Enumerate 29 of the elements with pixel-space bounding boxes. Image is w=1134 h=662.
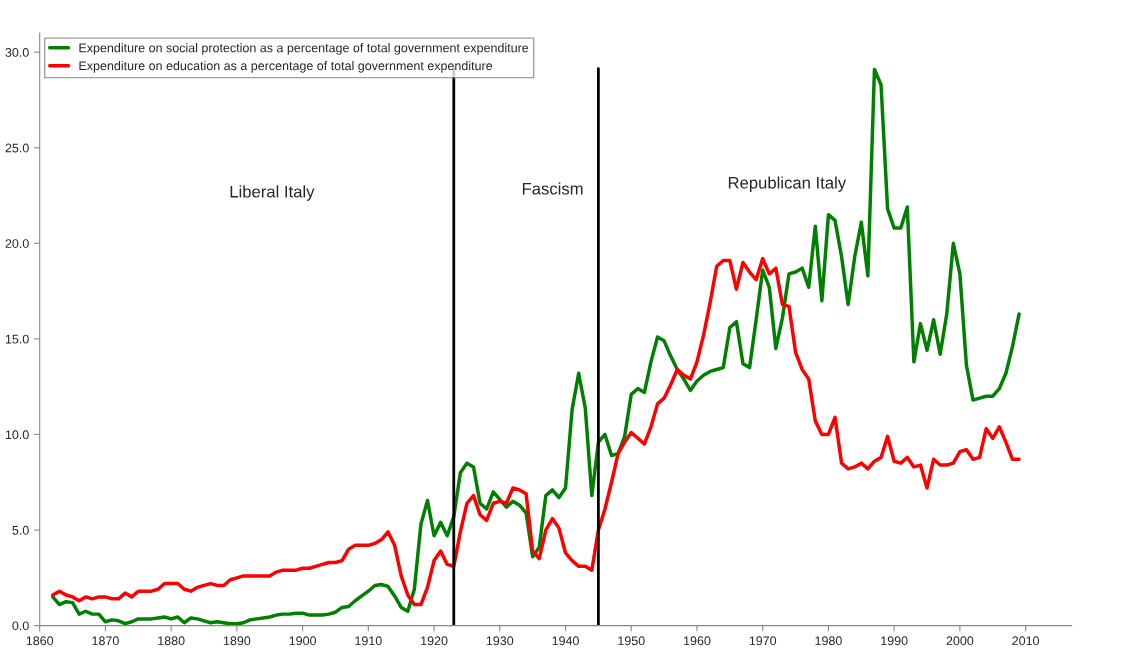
y-tick-label: 30.0: [5, 48, 29, 57]
y-tick-label: 10.0: [5, 430, 29, 440]
y-tick-label: 20.0: [5, 239, 29, 248]
annotation: Liberal Italy: [230, 185, 315, 201]
y-tick-label: 25.0: [5, 143, 29, 153]
x-tick-label: 1950: [618, 636, 645, 646]
x-tick-label: 1860: [26, 636, 54, 646]
x-tick-label: 2010: [1012, 636, 1040, 646]
x-tick-label: 1870: [92, 636, 119, 646]
x-tick-label: 1880: [158, 636, 185, 646]
y-tick-label: 0.0: [12, 621, 29, 631]
x-tick-label: 2000: [946, 636, 974, 646]
x-tick-label: 1900: [289, 636, 317, 646]
x-tick-label: 1990: [881, 636, 908, 646]
annotation: Republican Italy: [728, 176, 847, 192]
y-tick-label: 5.0: [12, 525, 29, 535]
x-tick-label: 1980: [815, 636, 842, 646]
x-tick-label: 1970: [749, 636, 777, 646]
y-tick-label: 15.0: [5, 334, 29, 344]
line-series: [51, 256, 1021, 607]
x-tick-label: 1890: [223, 636, 251, 646]
x-tick-label: 1960: [684, 636, 711, 646]
annotation: Fascism: [522, 182, 583, 195]
x-tick-label: 1910: [355, 636, 382, 646]
x-tick-label: 1920: [421, 636, 448, 646]
x-tick-label: 1940: [552, 636, 579, 646]
x-tick-label: 1930: [486, 636, 514, 646]
legend-label: Expenditure on education as a percentage of total government expenditure: [79, 61, 493, 73]
legend-label: Expenditure on social protection as a percentage of total government expenditure: [79, 43, 529, 55]
